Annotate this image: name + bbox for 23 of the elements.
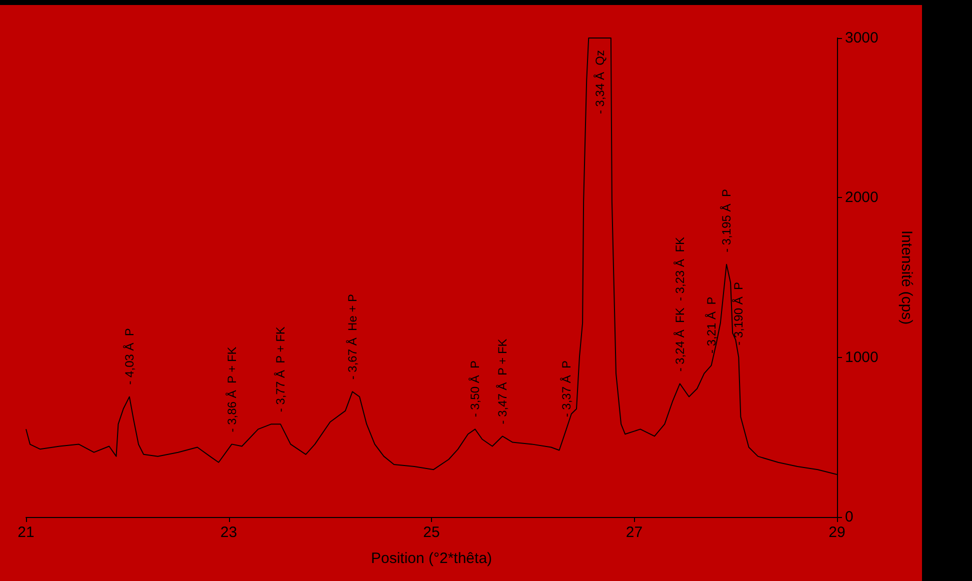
annotation: - 4,03 Å P xyxy=(122,328,136,385)
annotation: - 3,24 Å FK - 3,23 Å FK xyxy=(672,236,687,372)
annotation: - 3,37 Å P xyxy=(559,360,574,418)
annotation: - 3,190 Å P xyxy=(732,282,746,346)
annotation: - 3,21 Å P xyxy=(704,296,718,354)
y-tick-label: 0 xyxy=(845,508,854,526)
x-tick-label: 27 xyxy=(626,524,643,541)
y-axis-title: Intensité (cps) xyxy=(898,230,915,325)
x-tick-label: 25 xyxy=(423,524,440,541)
y-tick-label: 3000 xyxy=(845,30,878,46)
annotation: - 3,34 Å Qz xyxy=(592,50,607,114)
annotation: - 3,50 Å P xyxy=(468,360,482,418)
x-tick-label: 23 xyxy=(220,524,238,541)
y-tick-label: 2000 xyxy=(845,189,878,206)
x-tick-label: 29 xyxy=(828,524,846,541)
x-axis-title: Position (°2*thêta) xyxy=(370,550,492,567)
x-tick-label: 21 xyxy=(18,524,34,541)
annotation: - 3,195 Å P xyxy=(720,189,734,252)
annotation: - 3,86 Å P + FK xyxy=(224,346,239,432)
annotation: - 3,67 Å He + P xyxy=(345,294,360,380)
y-tick-label: 1000 xyxy=(845,348,878,366)
annotation: - 3,47 Å P + FK xyxy=(495,338,510,424)
annotation: - 3,77 Å P + FK xyxy=(273,326,288,412)
